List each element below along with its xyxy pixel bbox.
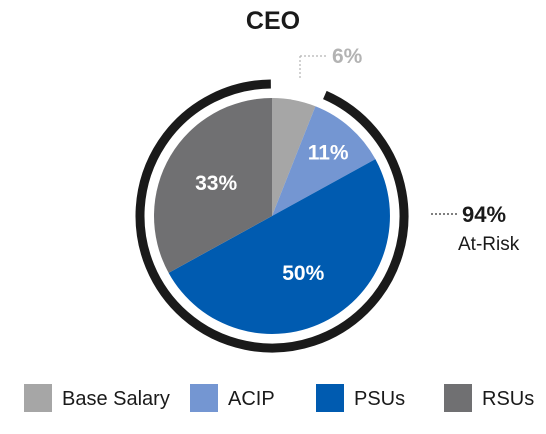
slice-label-psus: 50% [282,262,324,285]
legend-label-rsus: RSUs [482,388,534,410]
slice-label-rsus: 33% [195,172,237,195]
pie-slice-acip [272,106,376,216]
legend: Base Salary ACIP PSUs RSUs [24,384,534,412]
legend-swatch-psus [316,384,344,412]
pie-slice-base-salary [272,98,316,216]
legend-swatch-base-salary [24,384,52,412]
legend-swatch-rsus [444,384,472,412]
slice-labels: 6% 11% 50% 33% [195,45,363,285]
pie-slice-rsus [154,98,272,273]
at-risk-ring-arc [135,79,409,353]
at-risk-label: At-Risk [458,234,520,255]
at-risk-value: 94% [462,202,506,227]
legend-swatch-acip [190,384,218,412]
slice-label-acip: 11% [308,141,349,164]
chart-title: CEO [246,7,300,35]
pie-slice-psus [168,159,390,334]
slice-label-base-salary: 6% [332,45,363,68]
at-risk-ring [135,79,409,353]
legend-label-acip: ACIP [228,388,275,410]
legend-label-base-salary: Base Salary [62,388,170,410]
pie-slices [154,98,390,334]
legend-label-psus: PSUs [354,388,405,410]
